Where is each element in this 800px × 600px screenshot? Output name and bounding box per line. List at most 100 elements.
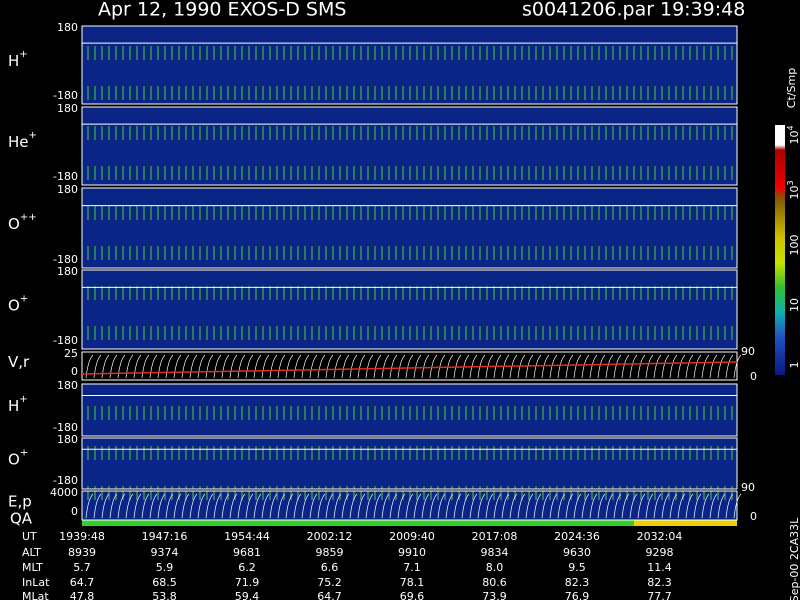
cell: 2024:36 — [554, 530, 600, 543]
sweep — [669, 493, 678, 519]
colorbar-label-sup: 3 — [786, 180, 795, 185]
sweep — [685, 493, 694, 519]
cell: 11.4 — [647, 561, 672, 574]
sweep — [621, 493, 630, 519]
sweep — [189, 493, 198, 519]
cell: 8.0 — [486, 561, 504, 574]
sweep — [85, 354, 94, 379]
sweep — [133, 354, 142, 379]
sweep — [349, 493, 358, 519]
colorbar-label: 100 — [788, 235, 800, 256]
y-top-label: 180 — [57, 379, 78, 392]
row-name: MLT — [22, 561, 43, 574]
cell: 53.8 — [152, 590, 177, 600]
colorbar-label-base: 10 — [788, 298, 800, 312]
qa-label: QA — [10, 510, 33, 528]
sweep — [501, 354, 510, 379]
colorbar-tick: 103 — [786, 180, 800, 199]
sweep — [269, 493, 278, 519]
sweep — [405, 354, 414, 379]
y-top-label: 180 — [57, 265, 78, 278]
sweep — [621, 354, 630, 379]
panel-label-sup: + — [20, 294, 28, 305]
sweep — [573, 493, 582, 519]
sweep — [277, 354, 286, 379]
cell: 5.7 — [73, 561, 91, 574]
sweep — [125, 354, 134, 379]
cell: 64.7 — [317, 590, 342, 600]
sweep — [141, 493, 150, 519]
sweep — [709, 354, 718, 379]
sweep — [469, 493, 478, 519]
sweep — [541, 493, 550, 519]
sweep — [245, 354, 254, 379]
sweep — [589, 354, 598, 379]
colorbar-label-base: 10 — [788, 131, 800, 145]
colorbar-label: 10 — [788, 298, 800, 312]
row-name: UT — [22, 530, 37, 543]
sweep — [629, 493, 638, 519]
cell: 76.9 — [565, 590, 590, 600]
sweep — [205, 493, 214, 519]
colorbar-tick: 100 — [788, 235, 800, 256]
sweep — [501, 493, 510, 519]
row-name: MLat — [22, 590, 49, 600]
panel — [81, 106, 738, 186]
row-name: InLat — [22, 576, 50, 589]
sweep — [597, 354, 606, 379]
cell: 64.7 — [70, 576, 95, 589]
sweep — [221, 493, 230, 519]
sweep — [557, 354, 566, 379]
panel-label-sup: ++ — [20, 212, 37, 223]
cell: 1939:48 — [59, 530, 105, 543]
sweep — [725, 354, 734, 379]
sweep — [493, 354, 502, 379]
sweep — [117, 354, 126, 379]
sweep — [605, 354, 614, 379]
sweep — [405, 493, 414, 519]
sweep — [525, 493, 534, 519]
cell: 71.9 — [235, 576, 260, 589]
sweep — [157, 354, 166, 379]
cell: 82.3 — [565, 576, 590, 589]
sweep — [677, 493, 686, 519]
colorbar-label: 104 — [786, 125, 800, 144]
sweep — [437, 493, 446, 519]
colorbar-label: 1 — [788, 362, 800, 369]
sweep — [125, 493, 134, 519]
sweep — [309, 493, 318, 519]
cell: 75.2 — [317, 576, 342, 589]
sweep — [213, 354, 222, 379]
sweep — [661, 493, 670, 519]
cell: 1947:16 — [142, 530, 188, 543]
sweep — [485, 493, 494, 519]
panel — [81, 269, 738, 350]
panel-label: H+ — [8, 49, 28, 70]
panel — [81, 437, 738, 490]
sweep — [709, 493, 718, 519]
sweep — [429, 493, 438, 519]
colorbar-label-base: 1 — [788, 362, 800, 369]
cell: 2009:40 — [389, 530, 435, 543]
sweep — [517, 493, 526, 519]
sweep — [549, 493, 558, 519]
sweep — [341, 354, 350, 379]
cell: 77.7 — [647, 590, 672, 600]
sweep — [445, 354, 454, 379]
sweep — [109, 493, 118, 519]
sweep — [357, 493, 366, 519]
cell: 9.5 — [568, 561, 586, 574]
sweep — [285, 493, 294, 519]
sweep — [341, 493, 350, 519]
sweep — [229, 354, 238, 379]
sweep — [325, 354, 334, 379]
panel-label-base: H — [8, 52, 19, 70]
sweep — [509, 354, 518, 379]
sweep — [525, 354, 534, 379]
panel-label: H+ — [8, 394, 28, 415]
sweep — [557, 493, 566, 519]
cell: 6.6 — [321, 561, 339, 574]
cell: 47.8 — [70, 590, 95, 600]
sweep — [317, 354, 326, 379]
sweep — [493, 493, 502, 519]
